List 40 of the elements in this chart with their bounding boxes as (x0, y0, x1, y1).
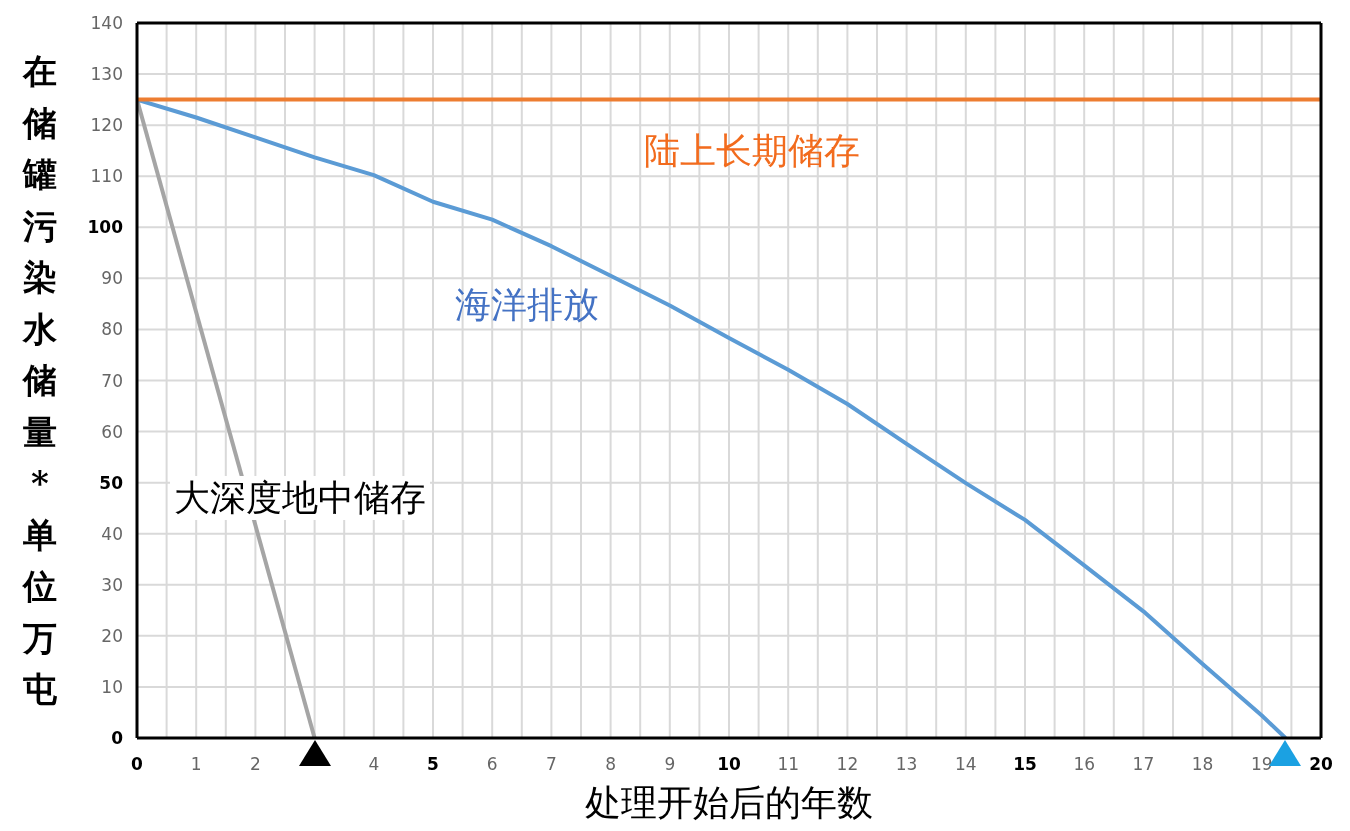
x-tick-label: 18 (1191, 754, 1214, 774)
y-tick-label: 80 (101, 319, 123, 340)
y-tick-label: 120 (90, 115, 123, 136)
y-tick-label: 50 (99, 472, 124, 493)
x-tick-label: 13 (895, 754, 918, 774)
y-tick-label: 110 (90, 166, 123, 187)
x-tick-label: 14 (954, 754, 977, 774)
x-tick-label: 20 (1309, 754, 1333, 774)
series-label: 海洋排放 (453, 282, 600, 327)
y-tick-label: 30 (101, 574, 123, 595)
x-tick-label: 15 (1013, 754, 1037, 774)
y-tick-label: 70 (101, 370, 123, 391)
x-tick-label: 6 (486, 754, 498, 774)
series-label: 大深度地中储存 (169, 475, 430, 520)
y-tick-label: 20 (101, 625, 123, 646)
x-tick-label: 17 (1132, 754, 1155, 774)
y-tick-label: 0 (111, 728, 124, 748)
series-label: 陆上长期储存 (643, 129, 862, 174)
y-tick-label: 40 (101, 523, 123, 544)
x-tick-label: 9 (664, 754, 676, 774)
y-tick-label: 90 (101, 268, 123, 289)
x-tick-label: 1 (190, 754, 202, 774)
x-tick-label: 19 (1250, 754, 1273, 774)
x-tick-label: 0 (131, 754, 144, 774)
x-tick-label: 16 (1073, 754, 1096, 774)
y-tick-label: 100 (87, 217, 124, 238)
x-axis-title: 处理开始后的年数 (584, 781, 874, 825)
text: 在储罐污染水储量*单位万屯 (23, 51, 57, 709)
x-tick-label: 4 (368, 754, 380, 774)
y-tick-label: 130 (90, 64, 123, 85)
y-tick-label: 60 (101, 421, 123, 442)
x-tick-label: 10 (717, 754, 741, 774)
x-tick-label: 7 (545, 754, 557, 774)
x-tick-label: 5 (427, 754, 439, 774)
x-tick-label: 2 (249, 754, 261, 774)
x-tick-label: 12 (836, 754, 859, 774)
y-tick-label: 140 (90, 13, 123, 33)
x-tick-label: 8 (605, 754, 617, 774)
y-tick-label: 10 (101, 676, 123, 697)
x-tick-label: 11 (777, 754, 800, 774)
